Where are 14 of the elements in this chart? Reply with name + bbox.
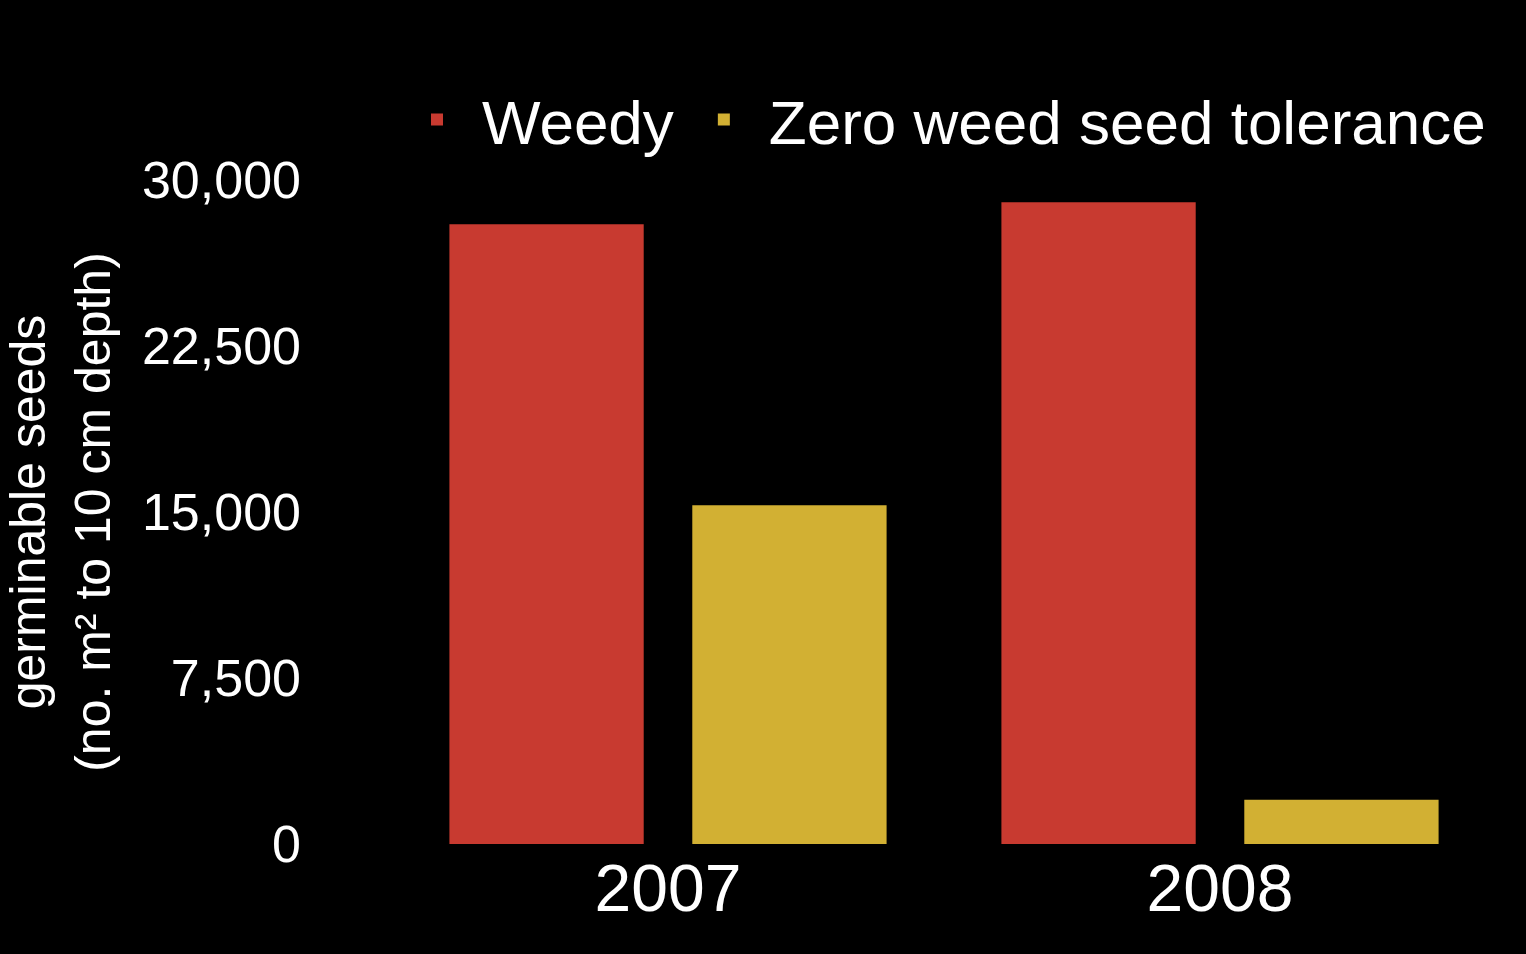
x-tick-label: 2007 [594, 851, 742, 925]
bar [1001, 202, 1196, 844]
x-tick-label: 2008 [1146, 851, 1294, 925]
legend-label: Weedy [482, 87, 674, 157]
y-tick-label: 22,500 [141, 317, 301, 376]
bar [692, 505, 887, 844]
bar [1244, 799, 1439, 844]
y-axis-title: germinable seeds (no. m² to 10 cm depth) [0, 252, 121, 772]
y-tick-label: 30,000 [141, 151, 301, 210]
y-tick-label: 15,000 [141, 483, 301, 542]
bar [449, 224, 644, 844]
legend-label: Zero weed seed tolerance [768, 87, 1486, 157]
y-tick-label: 0 [272, 815, 301, 874]
y-tick-label: 7,500 [170, 649, 301, 708]
